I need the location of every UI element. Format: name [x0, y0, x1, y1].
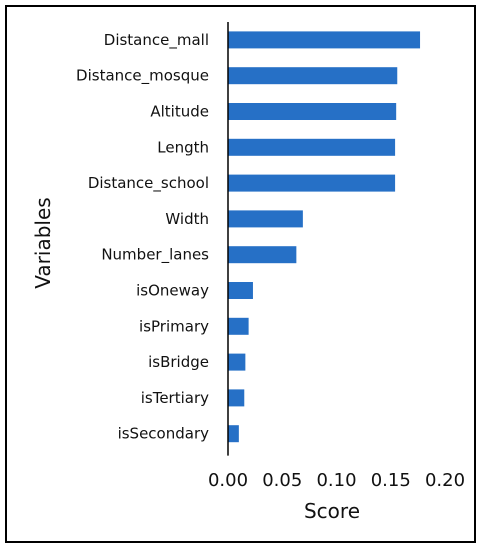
category-labels-group: Distance_mall Distance_mosque Altitude Leng… [76, 31, 209, 443]
x-tick-label: 0.00 [208, 470, 248, 491]
category-label: Width [165, 210, 209, 228]
category-label: isBridge [148, 353, 209, 371]
category-label: Distance_mall [104, 31, 209, 50]
category-label: isPrimary [139, 317, 209, 335]
bar-distance-mall [228, 31, 421, 49]
chart-frame [5, 5, 476, 543]
x-tick-label: 0.10 [316, 470, 356, 491]
bar-number-lanes [228, 246, 297, 264]
category-label: Distance_mosque [76, 67, 209, 86]
bar-istertiary [228, 389, 245, 407]
bar-width [228, 210, 303, 228]
category-label: isOneway [136, 282, 209, 300]
bar-distance-mosque [228, 67, 398, 85]
bar-distance-school [228, 174, 396, 192]
category-label: Number_lanes [101, 246, 209, 265]
x-axis-title: Score [304, 499, 360, 523]
x-tick-labels-group: 0.00 0.05 0.10 0.15 0.20 [208, 470, 465, 491]
x-tick-label: 0.05 [262, 470, 302, 491]
bar-isprimary [228, 317, 249, 335]
category-label: isTertiary [141, 389, 209, 407]
bar-altitude [228, 103, 397, 120]
category-label: Distance_school [88, 174, 209, 193]
bar-issecondary [228, 425, 239, 443]
bar-isoneway [228, 282, 253, 299]
x-tick-label: 0.15 [371, 470, 411, 491]
category-label: Length [157, 138, 209, 156]
x-tick-label: 0.20 [425, 470, 465, 491]
bars-group [228, 31, 421, 443]
bar-isbridge [228, 353, 246, 371]
category-label: isSecondary [118, 425, 210, 443]
category-label: Altitude [150, 103, 209, 121]
y-axis-title: Variables [31, 197, 55, 288]
bar-length [228, 138, 396, 156]
